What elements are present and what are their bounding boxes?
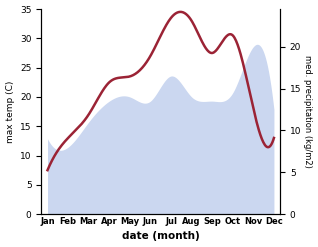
X-axis label: date (month): date (month) xyxy=(122,231,200,242)
Y-axis label: max temp (C): max temp (C) xyxy=(5,80,15,143)
Y-axis label: med. precipitation (kg/m2): med. precipitation (kg/m2) xyxy=(303,55,313,168)
